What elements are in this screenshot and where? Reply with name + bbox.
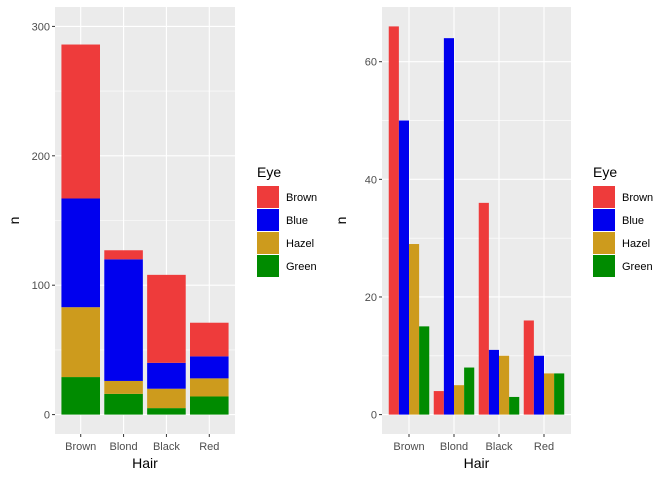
bar-black-blue — [488, 349, 499, 415]
legend-key-blue — [593, 209, 615, 231]
bar-blond-blue — [104, 259, 143, 381]
y-axis-title: n — [333, 217, 349, 225]
legend-label: Green — [286, 261, 317, 273]
legend: Eye Brown Blue Hazel Green — [257, 164, 317, 277]
x-tick-label: Blond — [110, 441, 138, 453]
bar-blond-green — [464, 367, 475, 415]
x-axis-title: Hair — [464, 455, 490, 471]
y-tick-label: 40 — [365, 174, 377, 186]
legend-label: Brown — [286, 192, 317, 204]
bar-red-brown — [190, 322, 229, 357]
x-axis-title: Hair — [132, 455, 158, 471]
bar-brown-brown — [61, 44, 100, 199]
legend-label: Hazel — [286, 238, 314, 250]
bar-red-hazel — [190, 378, 229, 397]
legend-label: Blue — [286, 215, 308, 227]
x-tick-label: Red — [534, 441, 554, 453]
legend-title: Eye — [257, 164, 281, 180]
bar-brown-blue — [398, 120, 409, 415]
legend-label: Blue — [622, 215, 644, 227]
bar-brown-hazel — [61, 307, 100, 378]
bar-black-brown — [147, 274, 186, 363]
y-tick-label: 200 — [32, 151, 50, 163]
bar-red-blue — [533, 355, 544, 415]
bar-red-brown — [523, 320, 534, 415]
legend-key-hazel — [593, 232, 615, 254]
bar-red-green — [190, 396, 229, 415]
y-tick-label: 100 — [32, 280, 50, 292]
x-tick-label: Brown — [65, 441, 96, 453]
bar-red-blue — [190, 356, 229, 379]
legend-key-hazel — [257, 232, 279, 254]
y-tick-label: 0 — [44, 410, 50, 422]
legend-label: Hazel — [622, 238, 650, 250]
bar-blond-brown — [104, 250, 143, 260]
x-tick-label: Brown — [393, 441, 424, 453]
legend-key-brown — [257, 186, 279, 208]
y-tick-label: 300 — [32, 21, 50, 33]
bar-brown-hazel — [409, 244, 420, 415]
bar-brown-green — [419, 326, 430, 415]
legend-key-blue — [257, 209, 279, 231]
bar-blond-green — [104, 393, 143, 415]
bar-brown-green — [61, 377, 100, 415]
legend: Eye Brown Blue Hazel Green — [593, 164, 653, 277]
x-tick-label: Black — [153, 441, 180, 453]
y-tick-label: 20 — [365, 292, 377, 304]
legend-key-green — [593, 255, 615, 277]
bar-red-hazel — [544, 373, 555, 415]
bar-black-hazel — [499, 355, 510, 415]
x-tick-label: Red — [199, 441, 219, 453]
x-tick-label: Black — [486, 441, 513, 453]
chart-panel-1: 0 100 200 300 Brown Blond Black Red Hair n Eye Brow… — [6, 7, 317, 471]
bar-blond-hazel — [104, 380, 143, 394]
y-tick-label: 0 — [371, 410, 377, 422]
bar-black-brown — [478, 202, 489, 415]
legend-label: Brown — [622, 192, 653, 204]
bar-blond-brown — [433, 391, 444, 415]
bar-brown-brown — [388, 26, 399, 415]
y-tick-label: 60 — [365, 57, 377, 69]
legend-key-green — [257, 255, 279, 277]
bar-black-blue — [147, 362, 186, 389]
bar-black-green — [147, 408, 186, 415]
bar-blond-hazel — [454, 385, 465, 415]
y-axis-title: n — [6, 217, 22, 225]
bar-blond-blue — [443, 38, 454, 415]
chart-panel-2: 0 20 40 60 Brown Blond Black Red Hair n Eye Brown Bl… — [333, 7, 653, 471]
legend-key-brown — [593, 186, 615, 208]
bar-black-hazel — [147, 388, 186, 409]
legend-label: Green — [622, 261, 653, 273]
legend-title: Eye — [593, 164, 617, 180]
bar-black-green — [509, 396, 520, 415]
bar-brown-blue — [61, 198, 100, 308]
x-tick-label: Blond — [440, 441, 468, 453]
bar-red-green — [554, 373, 565, 415]
